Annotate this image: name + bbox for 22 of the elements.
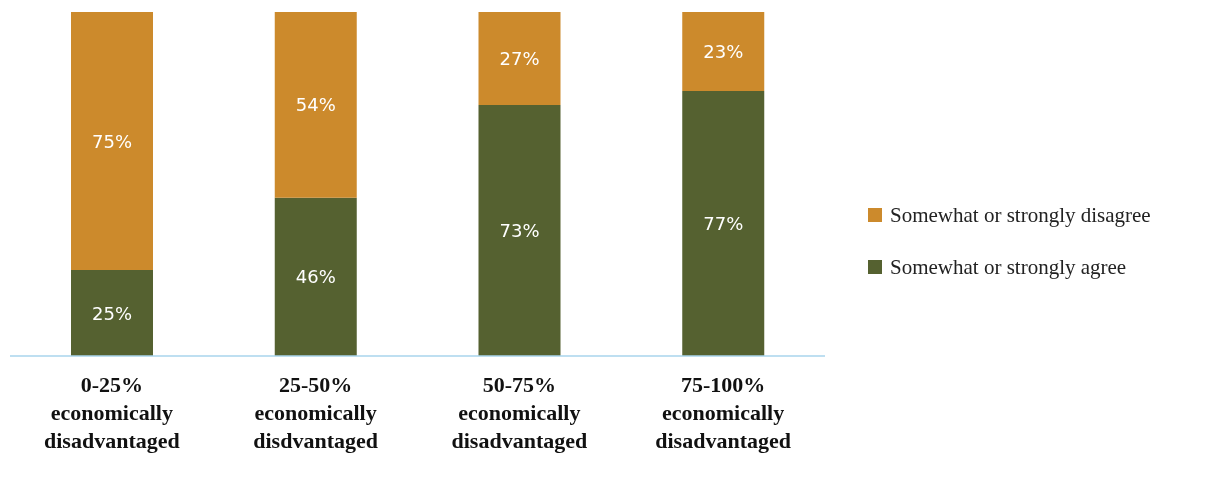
x-tick-label: 25-50% economically disdvantaged <box>253 372 378 453</box>
bar <box>71 12 153 270</box>
data-label: 77% <box>703 213 744 235</box>
data-label: 25% <box>91 302 133 324</box>
legend-label: Somewhat or strongly agree <box>890 254 1127 280</box>
data-label: 73% <box>499 219 540 241</box>
x-tick-label: 75-100% economically disadvantaged <box>655 372 791 453</box>
x-tick-label: 0-25% economically disadvantaged <box>44 372 180 453</box>
bar <box>274 12 357 198</box>
data-label: 27% <box>499 47 540 69</box>
bar <box>682 12 765 92</box>
data-label: 75% <box>91 130 133 152</box>
bar <box>682 91 765 356</box>
data-label: 54% <box>295 94 336 116</box>
bar <box>478 104 561 356</box>
bar <box>478 12 561 105</box>
x-tick-label: 50-75% economically disadvantaged <box>451 372 588 453</box>
data-label: 46% <box>295 266 336 288</box>
legend-label: Somewhat or strongly disagree <box>890 202 1151 228</box>
data-label: 23% <box>703 41 744 63</box>
bar <box>274 197 357 356</box>
bar <box>71 270 153 356</box>
